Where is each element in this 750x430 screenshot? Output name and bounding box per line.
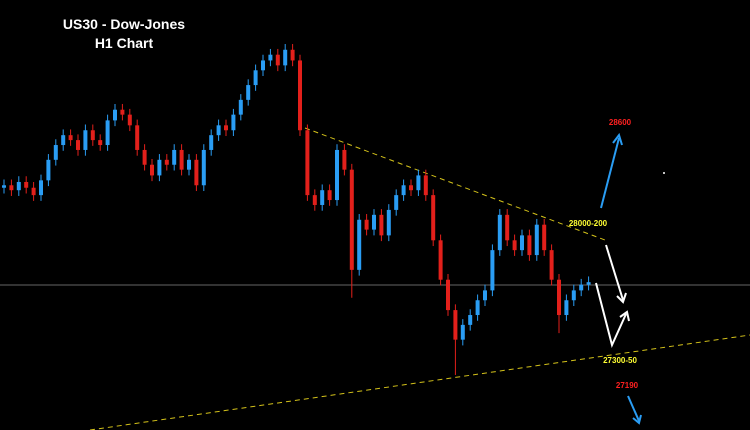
candle-body <box>438 240 443 280</box>
candle-body <box>216 125 221 136</box>
arrows <box>595 132 642 425</box>
candle-body <box>164 159 169 165</box>
candle-body <box>423 175 428 196</box>
candle-body <box>201 149 206 186</box>
candle-body <box>460 324 465 340</box>
candle-body <box>187 159 191 170</box>
candle-body <box>520 235 524 251</box>
candle-body <box>90 130 95 141</box>
candle-body <box>231 114 236 131</box>
candle-body <box>557 279 561 316</box>
candle-body <box>224 125 228 131</box>
candle-body <box>453 310 458 340</box>
candle-body <box>409 185 413 191</box>
candle-body <box>475 300 480 316</box>
candle-body <box>120 109 125 115</box>
candle-body <box>497 214 502 251</box>
candle-body <box>571 290 576 301</box>
candle-body <box>320 190 325 205</box>
candle-body <box>46 159 51 181</box>
candle-body <box>98 140 103 146</box>
candle-body <box>246 85 251 100</box>
candle-body <box>2 185 6 188</box>
arrow-head <box>616 292 627 304</box>
trendline-lower <box>89 334 750 430</box>
candle-body <box>135 125 140 150</box>
candle-body <box>283 49 288 66</box>
candle-body <box>564 300 569 316</box>
candle-body <box>253 70 258 86</box>
arrow-down <box>605 244 624 301</box>
candle-body <box>305 130 310 196</box>
candle-body <box>527 235 532 256</box>
annotation: 28600 <box>609 118 632 127</box>
candle-body <box>446 279 450 311</box>
candle-body <box>68 135 73 141</box>
arrow-head <box>612 132 623 146</box>
candle-body <box>261 60 265 71</box>
candle-body <box>394 195 399 210</box>
candle-body <box>468 315 473 325</box>
arrow-head <box>619 310 630 322</box>
candle-body <box>172 149 177 165</box>
candle-body <box>401 185 406 196</box>
candle-body <box>431 195 436 241</box>
candle-body <box>83 130 88 150</box>
candle-body <box>342 149 347 170</box>
candle-body <box>549 250 554 280</box>
candle-body <box>275 54 280 66</box>
annotation: 27300-50 <box>603 356 637 365</box>
candle-body <box>483 290 487 301</box>
candle-body <box>534 224 539 256</box>
candle-body <box>364 219 369 230</box>
candle-body <box>105 120 110 146</box>
candle-body <box>372 214 376 230</box>
candle-body <box>386 209 391 236</box>
candle-body <box>127 114 132 126</box>
candle-body <box>61 135 66 146</box>
candle-body <box>298 60 302 131</box>
candle-body <box>157 159 162 176</box>
candle-body <box>490 250 495 291</box>
candle-body <box>268 54 273 61</box>
arrow-down-blue <box>627 395 640 422</box>
candle-body <box>150 164 154 176</box>
candle-body <box>542 224 547 251</box>
arrow-zigzag <box>595 282 627 349</box>
candle-body <box>39 180 43 196</box>
candle-body <box>142 149 147 165</box>
candle-body <box>290 49 295 61</box>
candle-body <box>505 214 510 241</box>
candle-body <box>238 99 243 115</box>
candle-body <box>312 195 317 205</box>
candle-body <box>335 149 339 201</box>
candle-body <box>586 282 591 285</box>
candles <box>2 44 591 375</box>
arrow-up <box>600 137 620 209</box>
candle-body <box>349 169 354 270</box>
annotation: 27190 <box>616 381 639 390</box>
candle-body <box>209 135 214 150</box>
candle-body <box>9 185 14 191</box>
candle-body <box>357 219 362 270</box>
dot <box>663 172 665 174</box>
candle-body <box>512 240 517 251</box>
arrow-head <box>632 414 642 425</box>
candle-body <box>16 181 21 191</box>
candle-body <box>76 140 80 150</box>
annotation: 28000-200 <box>569 219 608 228</box>
candle-body <box>416 175 421 191</box>
candle-body <box>179 149 184 170</box>
candle-body <box>327 190 332 201</box>
candle-body <box>53 145 58 160</box>
candle-body <box>379 214 384 236</box>
candle-body <box>113 109 117 121</box>
candle-body <box>579 284 584 291</box>
candle-body <box>24 181 29 188</box>
candle-body <box>31 187 36 196</box>
candle-body <box>194 159 199 186</box>
chart-title: US30 - Dow-Jones <box>63 16 185 32</box>
chart-subtitle: H1 Chart <box>95 35 154 51</box>
